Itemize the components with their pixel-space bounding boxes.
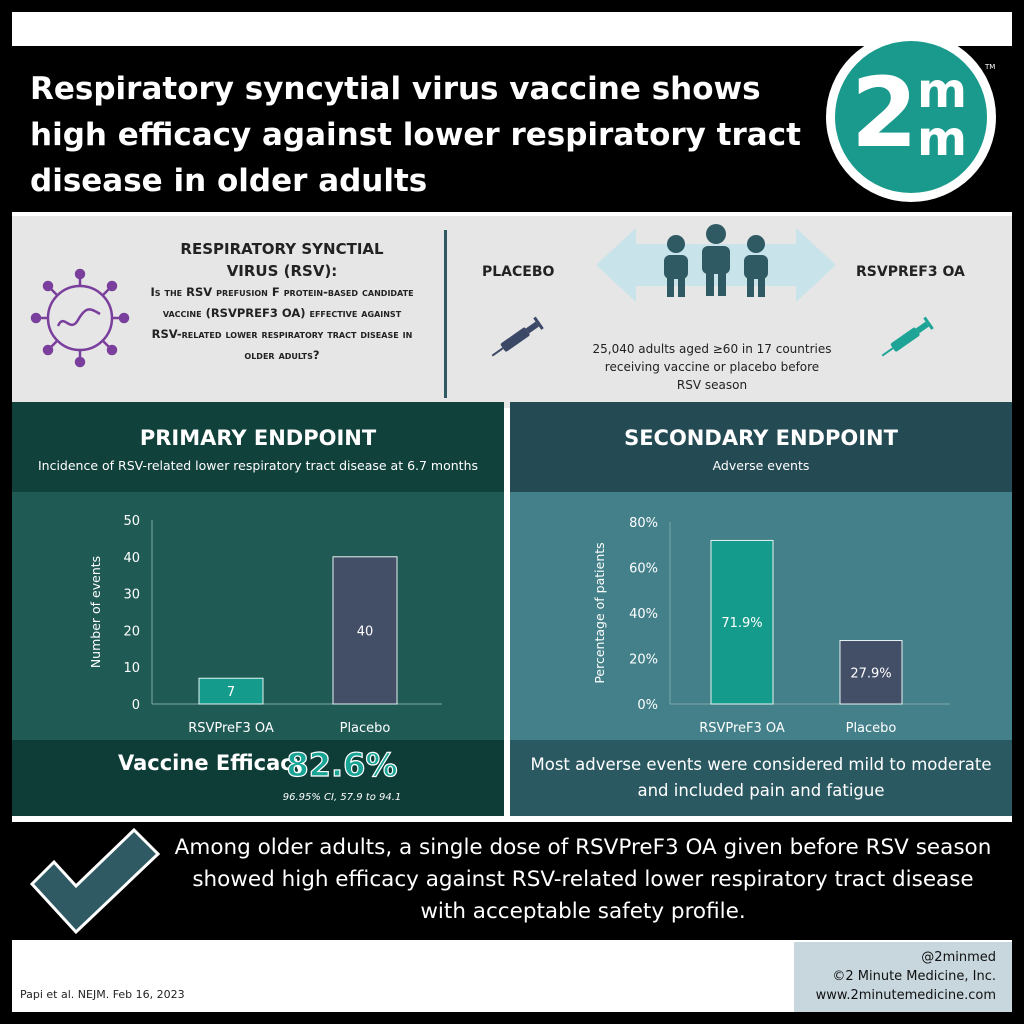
secondary-footer: Most adverse events were considered mild… [510, 740, 1012, 816]
credit-box: @2minmed ©2 Minute Medicine, Inc. www.2m… [794, 942, 1012, 1012]
secondary-subtitle: Adverse events [712, 458, 810, 473]
x-category-label: Placebo [846, 721, 897, 736]
question-title: RESPIRATORY SYNCTIAL VIRUS (RSV): [180, 240, 384, 280]
logo-m-top: m [917, 63, 968, 119]
primary-footer: Vaccine Efficacy 82.6% 96.95% CI, 57.9 t… [12, 740, 504, 816]
bar-placebo [332, 556, 398, 705]
y-tick-label: 40% [629, 607, 658, 622]
bar-value-label: 27.9% [850, 666, 891, 681]
placebo-label: PLACEBO [482, 264, 555, 280]
vaccine-syringe-icon [881, 316, 934, 357]
secondary-title: SECONDARY ENDPOINT [624, 426, 898, 450]
secondary-endpoint-panel: SECONDARY ENDPOINT Adverse events 0% 20% 4… [510, 402, 1012, 816]
y-tick-label: 10 [123, 661, 140, 676]
question-band: RESPIRATORY SYNCTIAL VIRUS (RSV): Is the… [12, 216, 1012, 408]
primary-header: PRIMARY ENDPOINT Incidence of RSV-relate… [12, 402, 504, 492]
conclusion-text: Among older adults, a single dose of RSV… [174, 835, 992, 924]
secondary-bar-chart: 0% 20% 40% 60% 80% Percentage of patients 71.9… [592, 516, 950, 736]
efficacy-value: 82.6% [286, 745, 398, 784]
band-divider [444, 230, 447, 398]
adverse-events-note: Most adverse events were considered mild… [530, 755, 992, 800]
question-text: Is the RSV prefusion F protein-based can… [150, 285, 414, 362]
x-category-label: Placebo [340, 721, 391, 736]
social-handle: @2minmed [921, 950, 996, 965]
x-category-label: RSVPreF3 OA [188, 721, 274, 736]
page-title: Respiratory syncytial virus vaccine show… [30, 71, 801, 199]
conclusion-band: Among older adults, a single dose of RSV… [12, 822, 1012, 940]
primary-endpoint-panel: PRIMARY ENDPOINT Incidence of RSV-relate… [12, 402, 504, 816]
y-tick-label: 0% [637, 698, 658, 713]
y-tick-label: 40 [123, 551, 140, 566]
copyright: ©2 Minute Medicine, Inc. [832, 969, 996, 984]
placebo-syringe-icon [491, 316, 544, 357]
infographic: Respiratory syncytial virus vaccine show… [12, 12, 1012, 1012]
bar-rsvpref3-oa [710, 539, 774, 705]
citation: Papi et al. NEJM. Feb 16, 2023 [20, 988, 185, 1001]
primary-bar-chart: 0 10 20 30 40 50 Number of events 7 RSVPreF3 OA 4… [88, 514, 442, 736]
y-tick-label: 0 [132, 698, 140, 713]
y-tick-label: 60% [629, 562, 658, 577]
y-axis-label: Percentage of patients [592, 542, 607, 683]
x-category-label: RSVPreF3 OA [699, 721, 785, 736]
y-tick-label: 20% [629, 653, 658, 668]
bar-placebo [839, 640, 903, 705]
efficacy-label: Vaccine Efficacy [118, 751, 307, 775]
virus-icon [30, 268, 130, 368]
brand-logo: 2 m m TM [826, 32, 996, 202]
population-text: 25,040 adults aged ≥60 in 17 countries r… [592, 342, 832, 392]
primary-subtitle: Incidence of RSV-related lower respirato… [37, 458, 479, 473]
website: www.2minutemedicine.com [815, 988, 996, 1003]
logo-trademark: TM [985, 63, 996, 71]
secondary-header: SECONDARY ENDPOINT Adverse events [510, 402, 1012, 492]
checkmark-icon [29, 828, 161, 935]
y-axis-label: Number of events [88, 556, 103, 668]
primary-title: PRIMARY ENDPOINT [139, 426, 377, 450]
bar-rsvpref3-oa [198, 677, 264, 705]
y-tick-label: 80% [629, 516, 658, 531]
bar-value-label: 71.9% [721, 616, 762, 631]
header: Respiratory syncytial virus vaccine show… [12, 32, 1012, 212]
logo-two: 2 [851, 57, 918, 169]
double-arrow-people-icon [596, 224, 836, 302]
y-tick-label: 30 [123, 588, 140, 603]
efficacy-ci: 96.95% CI, 57.9 to 94.1 [282, 792, 402, 803]
bar-value-label: 40 [357, 624, 374, 639]
logo-circle: 2 m m TM [835, 41, 995, 193]
y-tick-label: 50 [123, 514, 140, 529]
logo-m-bottom: m [917, 111, 968, 167]
y-tick-label: 20 [123, 624, 140, 639]
vaccine-label: RSVPREF3 OA [856, 264, 965, 280]
bar-value-label: 7 [227, 685, 235, 700]
